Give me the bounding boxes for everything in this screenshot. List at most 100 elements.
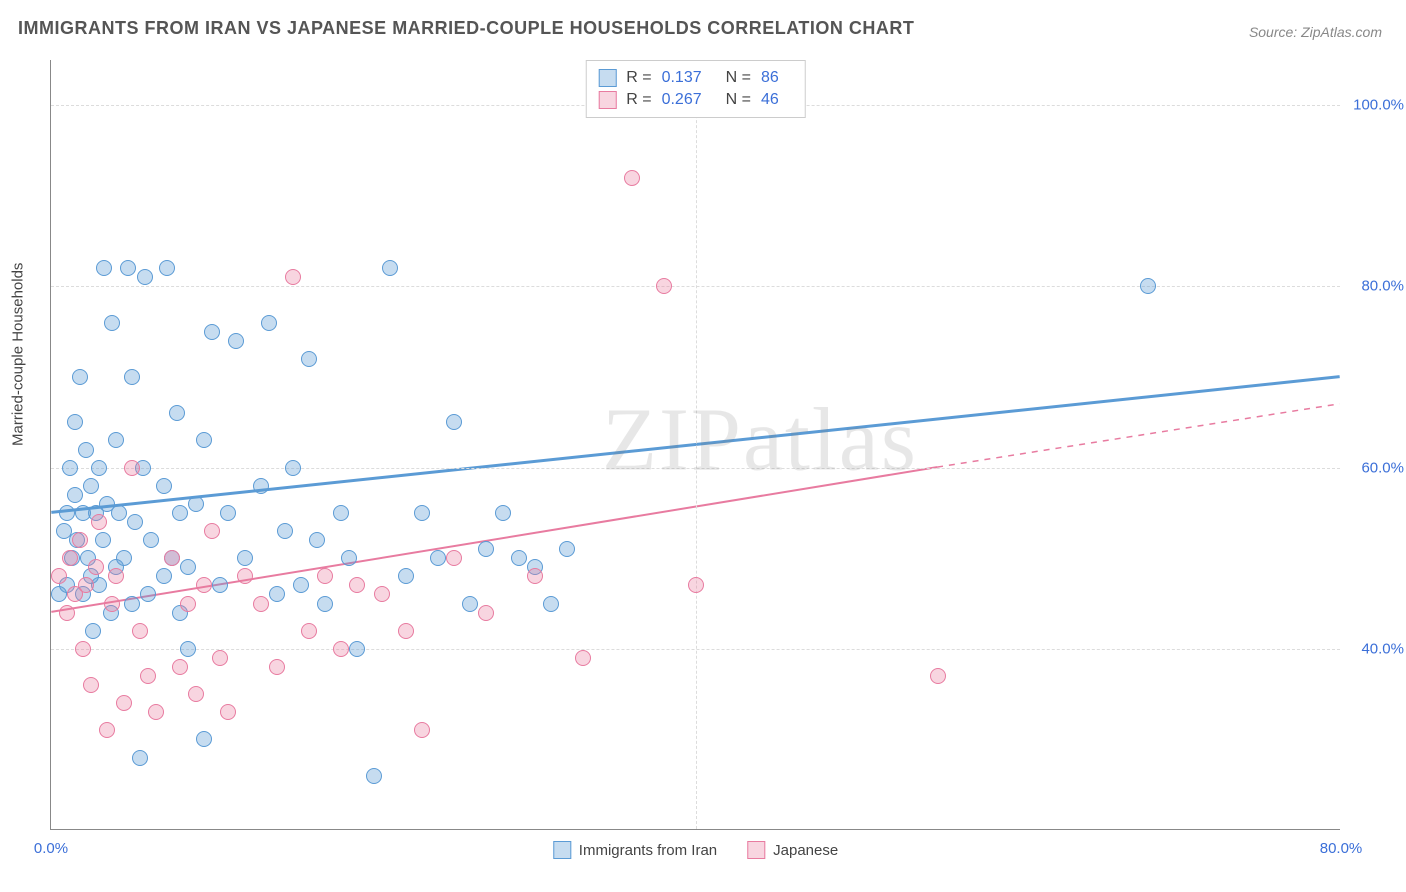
- legend-item-iran: Immigrants from Iran: [553, 841, 717, 859]
- scatter-point: [67, 414, 83, 430]
- scatter-point: [108, 432, 124, 448]
- scatter-point: [127, 514, 143, 530]
- scatter-point: [575, 650, 591, 666]
- source-value: ZipAtlas.com: [1301, 24, 1382, 40]
- scatter-point: [51, 568, 67, 584]
- regression-line: [51, 467, 937, 612]
- regression-line-dashed: [937, 404, 1340, 467]
- scatter-point: [446, 414, 462, 430]
- legend-label-iran: Immigrants from Iran: [579, 842, 717, 859]
- legend-stats-row-1: R = 0.137 N = 86: [598, 67, 793, 89]
- scatter-point: [188, 686, 204, 702]
- scatter-point: [169, 405, 185, 421]
- scatter-point: [143, 532, 159, 548]
- scatter-point: [104, 315, 120, 331]
- source-prefix: Source:: [1249, 24, 1301, 40]
- scatter-point: [180, 596, 196, 612]
- r-value-1: 0.137: [662, 69, 702, 87]
- legend-label-japanese: Japanese: [773, 842, 838, 859]
- scatter-point: [446, 550, 462, 566]
- scatter-point: [624, 170, 640, 186]
- scatter-point: [72, 369, 88, 385]
- scatter-point: [91, 460, 107, 476]
- scatter-point: [333, 505, 349, 521]
- scatter-point: [293, 577, 309, 593]
- scatter-point: [285, 460, 301, 476]
- legend-swatch-japanese-bottom: [747, 841, 765, 859]
- scatter-point: [301, 351, 317, 367]
- scatter-point: [277, 523, 293, 539]
- scatter-point: [212, 650, 228, 666]
- scatter-point: [656, 278, 672, 294]
- legend-bottom: Immigrants from Iran Japanese: [553, 841, 838, 859]
- scatter-point: [204, 523, 220, 539]
- scatter-point: [228, 333, 244, 349]
- scatter-point: [188, 496, 204, 512]
- plot-area: ZIPatlas R = 0.137 N = 86 R = 0.267 N = …: [50, 60, 1340, 830]
- scatter-point: [398, 623, 414, 639]
- scatter-point: [62, 460, 78, 476]
- scatter-point: [75, 641, 91, 657]
- x-tick-label: 80.0%: [1320, 840, 1363, 857]
- scatter-point: [104, 596, 120, 612]
- y-axis-label: Married-couple Households: [10, 263, 27, 446]
- scatter-point: [333, 641, 349, 657]
- scatter-point: [430, 550, 446, 566]
- legend-swatch-iran-bottom: [553, 841, 571, 859]
- scatter-point: [156, 568, 172, 584]
- legend-swatch-japanese: [598, 91, 616, 109]
- scatter-point: [78, 577, 94, 593]
- scatter-point: [111, 505, 127, 521]
- scatter-point: [62, 550, 78, 566]
- scatter-point: [196, 731, 212, 747]
- scatter-point: [164, 550, 180, 566]
- scatter-point: [317, 568, 333, 584]
- scatter-point: [543, 596, 559, 612]
- scatter-point: [172, 659, 188, 675]
- scatter-point: [96, 260, 112, 276]
- scatter-point: [478, 541, 494, 557]
- scatter-point: [414, 722, 430, 738]
- scatter-point: [212, 577, 228, 593]
- legend-stats-row-2: R = 0.267 N = 46: [598, 89, 793, 111]
- scatter-point: [59, 605, 75, 621]
- scatter-point: [261, 315, 277, 331]
- scatter-point: [124, 460, 140, 476]
- scatter-point: [156, 478, 172, 494]
- scatter-point: [99, 722, 115, 738]
- scatter-point: [172, 505, 188, 521]
- scatter-point: [220, 505, 236, 521]
- scatter-point: [91, 514, 107, 530]
- y-tick-label: 60.0%: [1361, 459, 1404, 476]
- scatter-point: [124, 596, 140, 612]
- source-label: Source: ZipAtlas.com: [1249, 24, 1382, 40]
- n-label-1: N =: [726, 69, 751, 87]
- scatter-point: [317, 596, 333, 612]
- scatter-point: [930, 668, 946, 684]
- scatter-point: [85, 623, 101, 639]
- scatter-point: [478, 605, 494, 621]
- scatter-point: [414, 505, 430, 521]
- chart-title: IMMIGRANTS FROM IRAN VS JAPANESE MARRIED…: [18, 18, 914, 39]
- scatter-point: [204, 324, 220, 340]
- scatter-point: [253, 478, 269, 494]
- scatter-point: [72, 532, 88, 548]
- scatter-point: [95, 532, 111, 548]
- scatter-point: [309, 532, 325, 548]
- scatter-point: [237, 568, 253, 584]
- scatter-point: [301, 623, 317, 639]
- scatter-point: [78, 442, 94, 458]
- n-value-2: 46: [761, 91, 779, 109]
- scatter-point: [511, 550, 527, 566]
- scatter-point: [527, 568, 543, 584]
- legend-swatch-iran: [598, 69, 616, 87]
- scatter-point: [253, 596, 269, 612]
- r-label-2: R =: [626, 91, 651, 109]
- scatter-point: [120, 260, 136, 276]
- scatter-point: [148, 704, 164, 720]
- scatter-point: [180, 641, 196, 657]
- scatter-point: [269, 659, 285, 675]
- scatter-point: [59, 505, 75, 521]
- scatter-point: [220, 704, 236, 720]
- scatter-point: [124, 369, 140, 385]
